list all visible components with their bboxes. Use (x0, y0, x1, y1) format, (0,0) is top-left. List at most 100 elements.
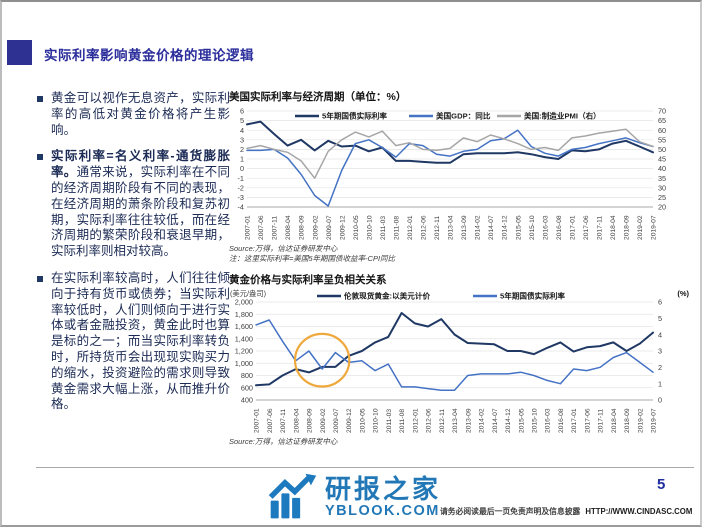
logo-site: YBLOOK.COM (325, 502, 440, 519)
title-accent-square (7, 40, 32, 65)
svg-text:3: 3 (658, 347, 662, 356)
svg-text:美国:制造业PMI（右）: 美国:制造业PMI（右） (524, 111, 601, 121)
footer-disclaimer: 请务必阅读最后一页免责声明及信息披露 HTTP://WWW.CINDASC.COM (440, 506, 692, 517)
gold-price-vs-real-rate-chart: 2,000 1,800 1,600 1,400 1,200 1,000 800 600 400 6… (230, 289, 689, 433)
bullet-square-icon (37, 154, 43, 161)
svg-text:30: 30 (658, 183, 666, 192)
svg-text:(美元/盎司): (美元/盎司) (230, 289, 266, 298)
svg-text:2019-02: 2019-02 (637, 408, 644, 433)
svg-text:2016-03: 2016-03 (542, 215, 549, 240)
svg-text:5年期国债实际利率: 5年期国债实际利率 (500, 291, 565, 301)
svg-text:2014-02: 2014-02 (475, 215, 482, 240)
svg-text:55: 55 (658, 135, 666, 144)
svg-text:2009-07: 2009-07 (333, 408, 340, 433)
svg-text:1,400: 1,400 (235, 334, 253, 343)
svg-text:400: 400 (241, 396, 253, 405)
charts-column: 美国实际利率与经济周期（单位：%） 6 5 4 3 2 1 0 -1 -2 -3 -4 70 65 60 5… (229, 91, 693, 446)
bullet-text: 黄金可以视作无息资产，实际利率的高低对黄金价格将产生影响。 (51, 91, 230, 138)
chart-1-source: Source:万得，信达证券研发中心 (229, 244, 338, 253)
svg-text:-2: -2 (238, 183, 245, 192)
svg-text:(%): (%) (677, 289, 689, 298)
footer-url: HTTP://WWW.CINDASC.COM (585, 507, 693, 516)
svg-text:70: 70 (658, 107, 666, 116)
svg-text:2007-01: 2007-01 (254, 408, 261, 433)
svg-text:2008-09: 2008-09 (307, 408, 314, 433)
svg-text:2007-11: 2007-11 (272, 216, 279, 240)
svg-text:伦敦现货黄金:以美元计价: 伦敦现货黄金:以美元计价 (344, 291, 430, 301)
bullet-body: 黄金可以视作无息资产，实际利率的高低对黄金价格将产生影响。 (51, 91, 230, 137)
svg-text:1: 1 (658, 379, 662, 388)
svg-text:0: 0 (658, 396, 662, 405)
svg-text:5年期国债实际利率: 5年期国债实际利率 (322, 111, 387, 121)
svg-text:2011-08: 2011-08 (393, 216, 400, 240)
svg-text:2012-11: 2012-11 (439, 409, 446, 433)
svg-text:2017-11: 2017-11 (596, 216, 603, 240)
svg-text:2: 2 (658, 363, 662, 372)
svg-text:2009-02: 2009-02 (320, 408, 327, 433)
svg-text:2012-11: 2012-11 (434, 216, 441, 240)
svg-text:2008-04: 2008-04 (293, 408, 300, 433)
svg-text:2008-04: 2008-04 (285, 215, 292, 240)
svg-text:60: 60 (658, 126, 666, 135)
svg-text:2013-09: 2013-09 (465, 408, 472, 433)
svg-text:-4: -4 (238, 203, 245, 212)
svg-text:65: 65 (658, 116, 666, 125)
svg-text:2: 2 (240, 145, 244, 154)
us-real-rate-economic-cycle-chart: 6543210-1-2-3-47065605550454035302520200… (238, 107, 667, 240)
svg-text:25: 25 (658, 193, 666, 202)
svg-text:35: 35 (658, 174, 666, 183)
bullet-text: 实际利率=名义利率-通货膨胀率。通常来说，实际利率在不同的经济周期阶段有不同的表… (51, 149, 230, 260)
svg-text:2009-12: 2009-12 (346, 408, 353, 433)
bullet-body: 在实际利率较高时，人们往往倾向于持有货币或债券；当实际利率较低时，人们则倾向于进… (51, 270, 230, 412)
bullet-list: 黄金可以视作无息资产，实际利率的高低对黄金价格将产生影响。 实际利率=名义利率-… (37, 91, 230, 424)
chart-1-title: 美国实际利率与经济周期（单位：%） (229, 91, 407, 103)
svg-text:4: 4 (658, 330, 662, 339)
svg-text:6: 6 (240, 107, 244, 116)
bullet-item: 实际利率=名义利率-通货膨胀率。通常来说，实际利率在不同的经济周期阶段有不同的表… (37, 149, 230, 260)
svg-text:5: 5 (658, 314, 662, 323)
svg-text:6: 6 (658, 298, 662, 307)
svg-text:-3: -3 (238, 193, 245, 202)
svg-text:45: 45 (658, 155, 666, 164)
svg-text:2019-02: 2019-02 (637, 215, 644, 240)
svg-text:20: 20 (658, 203, 666, 212)
svg-text:2008-09: 2008-09 (299, 215, 306, 240)
page-title: 实际利率影响黄金价格的理论逻辑 (44, 48, 254, 63)
svg-text:2019-07: 2019-07 (651, 408, 658, 433)
svg-text:2013-04: 2013-04 (448, 215, 455, 240)
svg-text:2019-07: 2019-07 (651, 215, 658, 240)
chart-2-title: 黄金价格与实际利率呈负相关关系 (229, 274, 387, 286)
svg-text:2010-10: 2010-10 (373, 408, 380, 433)
svg-text:2010-05: 2010-05 (359, 408, 366, 433)
svg-text:2013-09: 2013-09 (461, 215, 468, 240)
svg-text:0: 0 (240, 164, 244, 173)
svg-text:2014-12: 2014-12 (505, 408, 512, 433)
svg-text:800: 800 (241, 371, 253, 380)
svg-text:2018-04: 2018-04 (610, 215, 617, 240)
svg-text:2016-08: 2016-08 (558, 408, 565, 433)
svg-text:600: 600 (241, 383, 253, 392)
svg-text:2017-06: 2017-06 (584, 408, 591, 433)
page-number: 5 (657, 476, 666, 493)
svg-text:2010-10: 2010-10 (366, 215, 373, 240)
svg-text:2017-01: 2017-01 (571, 408, 578, 433)
logo-name: 研报之家 (325, 473, 442, 504)
watermark-logo: 研报之家 YBLOOK.COM (268, 472, 441, 522)
svg-text:2018-09: 2018-09 (624, 408, 631, 433)
chart-1-note: 注：这里实际利率=美国5年期国债收益率-CPI同比 (229, 254, 396, 263)
svg-text:2016-03: 2016-03 (545, 408, 552, 433)
bullet-bold-lead: 实际利率=名义利率-通货膨胀率。 (51, 149, 230, 180)
footer-divider (36, 467, 694, 468)
svg-text:2007-01: 2007-01 (245, 215, 252, 240)
svg-text:2011-03: 2011-03 (386, 409, 393, 433)
bullet-item: 在实际利率较高时，人们往往倾向于持有货币或债券；当实际利率较低时，人们则倾向于进… (37, 271, 230, 413)
svg-text:2016-08: 2016-08 (556, 215, 563, 240)
svg-text:2007-06: 2007-06 (267, 408, 274, 433)
bullet-body: 通常来说，实际利率在不同的经济周期阶段有不同的表现，在经济周期的萧条阶段和复苏初… (51, 165, 230, 259)
svg-text:1,800: 1,800 (235, 310, 253, 319)
svg-text:2011-03: 2011-03 (380, 216, 387, 240)
svg-text:4: 4 (240, 126, 244, 135)
svg-text:2007-06: 2007-06 (258, 215, 265, 240)
svg-text:2014-12: 2014-12 (502, 215, 509, 240)
